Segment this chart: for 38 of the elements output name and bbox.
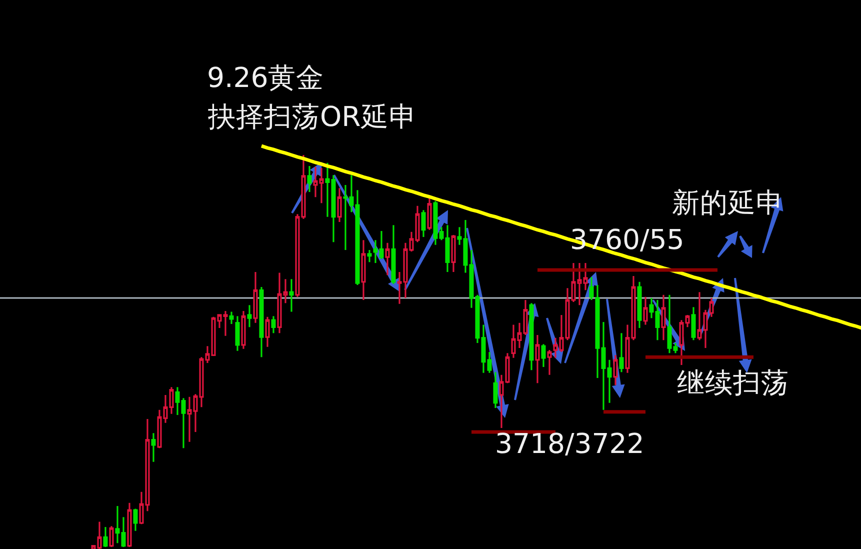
- candlestick: [151, 432, 156, 463]
- candlestick: [133, 508, 138, 532]
- candlestick: [103, 526, 108, 548]
- candlestick: [535, 334, 540, 384]
- candlestick: [307, 165, 312, 193]
- candlestick: [529, 302, 534, 371]
- candlestick: [289, 278, 294, 313]
- candlestick: [427, 197, 432, 231]
- chart-subtitle: 抉择扫荡OR延申: [207, 101, 417, 133]
- candlestick: [235, 315, 240, 352]
- candlestick: [367, 249, 372, 263]
- candlestick: [661, 294, 666, 341]
- candlestick: [247, 304, 252, 328]
- annotation: 继续扫荡: [677, 367, 789, 399]
- candlestick: [547, 349, 552, 376]
- candlestick: [637, 281, 642, 329]
- candlestick: [241, 310, 246, 350]
- candlestick: [259, 286, 264, 358]
- candlestick: [451, 234, 456, 273]
- candlestick: [337, 187, 342, 223]
- candlestick: [541, 343, 546, 368]
- candlestick: [265, 316, 270, 348]
- candlestick: [271, 315, 276, 334]
- candlestick: [643, 296, 648, 326]
- candlestick: [691, 306, 696, 341]
- candlestick: [229, 311, 234, 325]
- candlestick: [493, 371, 498, 409]
- annotation: 新的延申: [672, 187, 784, 219]
- candlestick: [613, 354, 618, 386]
- chart-title: 9.26黄金: [207, 62, 324, 94]
- annotation: 3718/3722: [495, 428, 644, 460]
- candlestick: [619, 332, 624, 373]
- annotation: 3760/55: [570, 224, 684, 256]
- candlestick: [253, 271, 258, 324]
- candlestick: [391, 224, 396, 285]
- candlestick: [361, 239, 366, 301]
- candlestick: [385, 242, 390, 276]
- candlestick: [421, 209, 426, 238]
